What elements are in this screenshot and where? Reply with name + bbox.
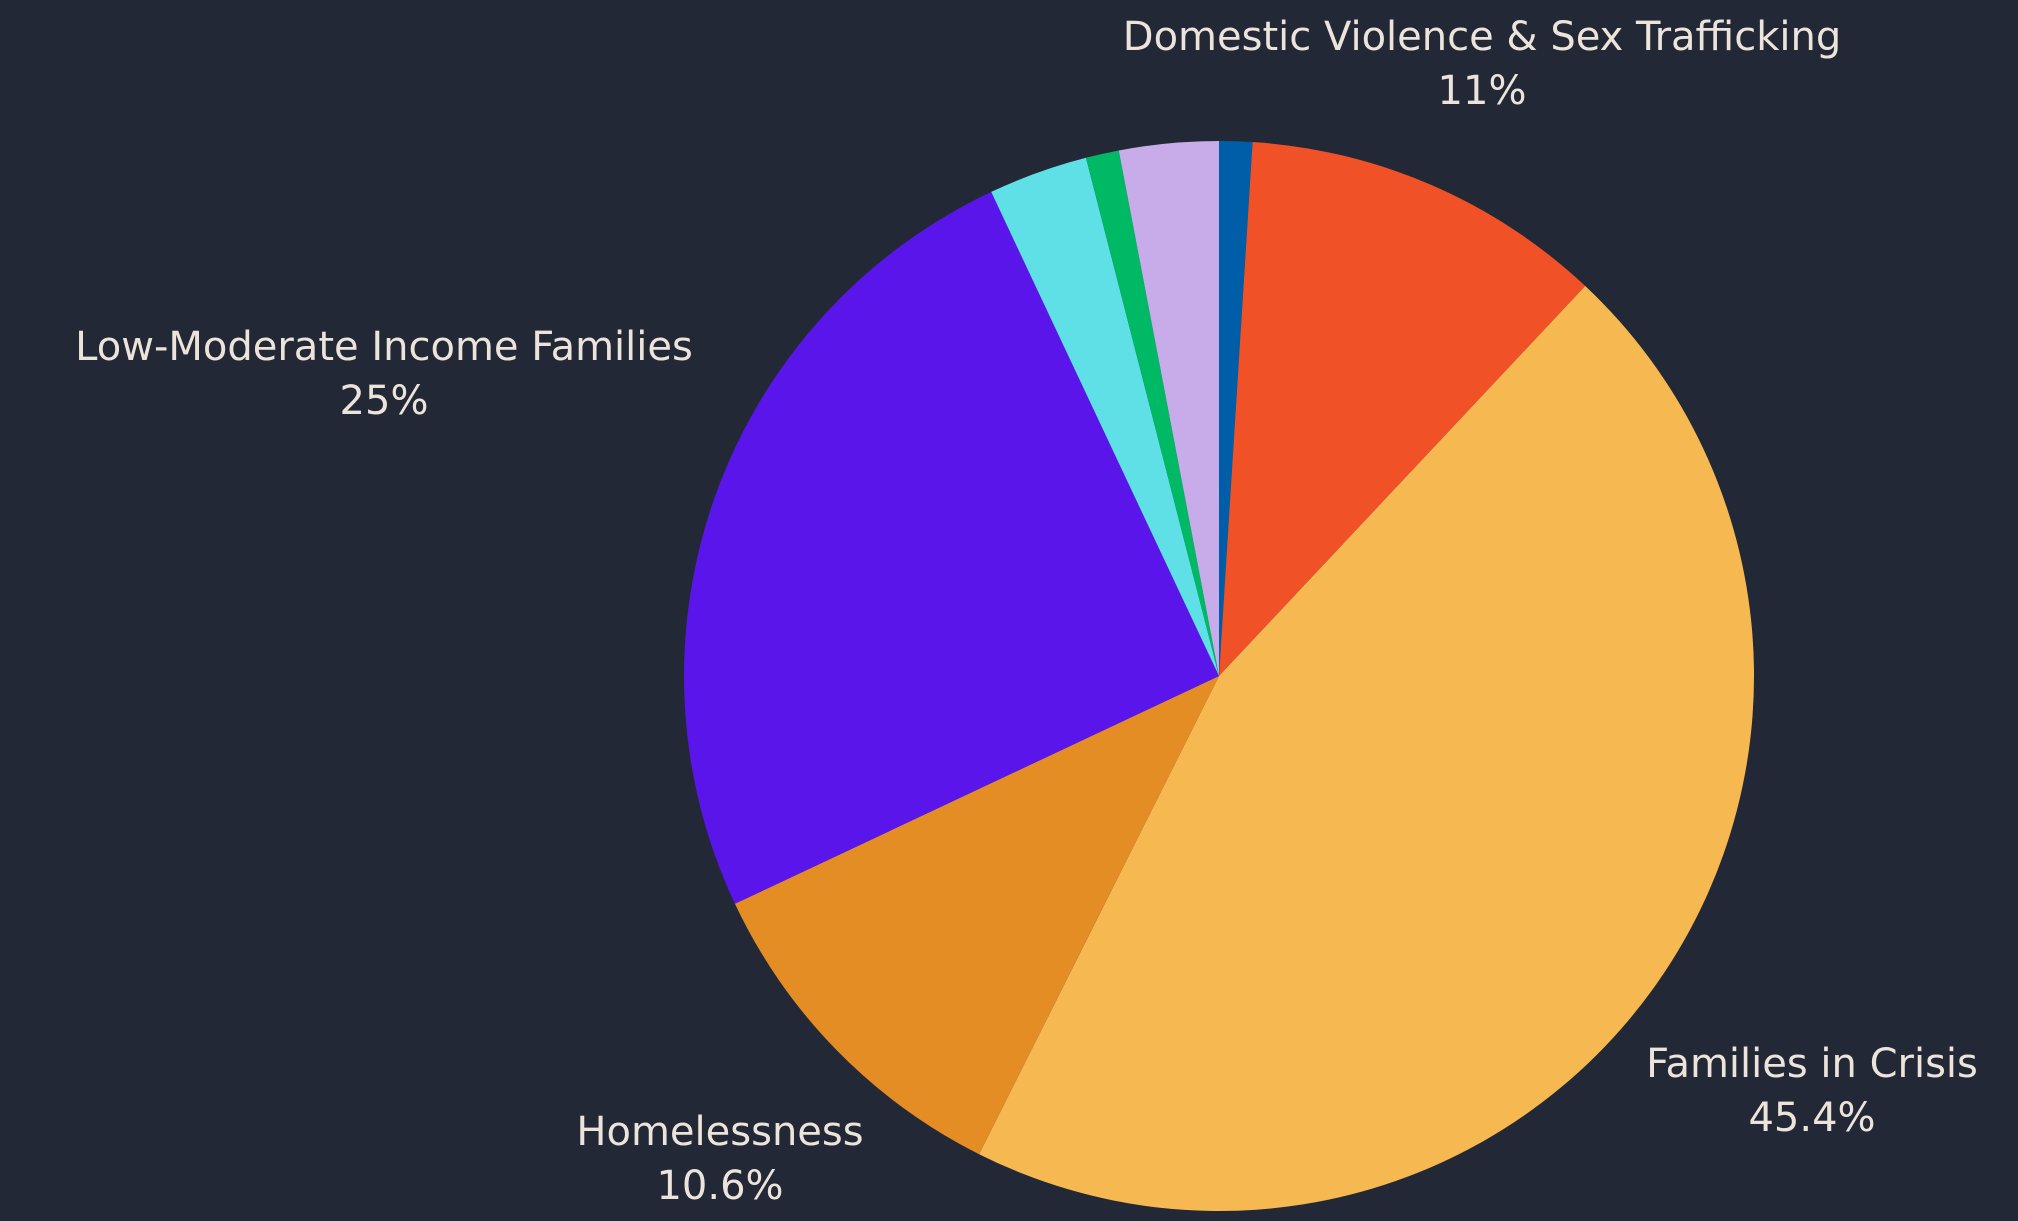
pie-slice-7 bbox=[1118, 141, 1219, 676]
label-homelessness-value: 10.6% bbox=[656, 1163, 784, 1209]
label-domestic-violence: Domestic Violence & Sex Trafficking 11% bbox=[1123, 10, 1841, 118]
label-low-moderate-income-value: 25% bbox=[339, 378, 429, 424]
label-families-in-crisis-name: Families in Crisis bbox=[1646, 1041, 1978, 1087]
pie-slice-3 bbox=[734, 676, 1219, 1155]
label-low-moderate-income: Low-Moderate Income Families 25% bbox=[75, 320, 693, 428]
label-families-in-crisis-value: 45.4% bbox=[1748, 1095, 1876, 1141]
pie-slice-2 bbox=[979, 286, 1755, 1212]
pie-slice-6 bbox=[1085, 150, 1219, 677]
label-low-moderate-income-name: Low-Moderate Income Families bbox=[75, 324, 693, 370]
label-families-in-crisis: Families in Crisis 45.4% bbox=[1646, 1037, 1978, 1145]
label-homelessness: Homelessness 10.6% bbox=[576, 1105, 863, 1213]
pie-slice-1 bbox=[1219, 142, 1586, 676]
pie-slice-0 bbox=[1219, 141, 1253, 676]
pie-slice-4 bbox=[684, 191, 1219, 904]
pie-slice-5 bbox=[991, 157, 1219, 676]
label-homelessness-name: Homelessness bbox=[576, 1109, 864, 1155]
label-domestic-violence-value: 11% bbox=[1437, 68, 1527, 114]
label-domestic-violence-name: Domestic Violence & Sex Trafficking bbox=[1122, 14, 1842, 60]
